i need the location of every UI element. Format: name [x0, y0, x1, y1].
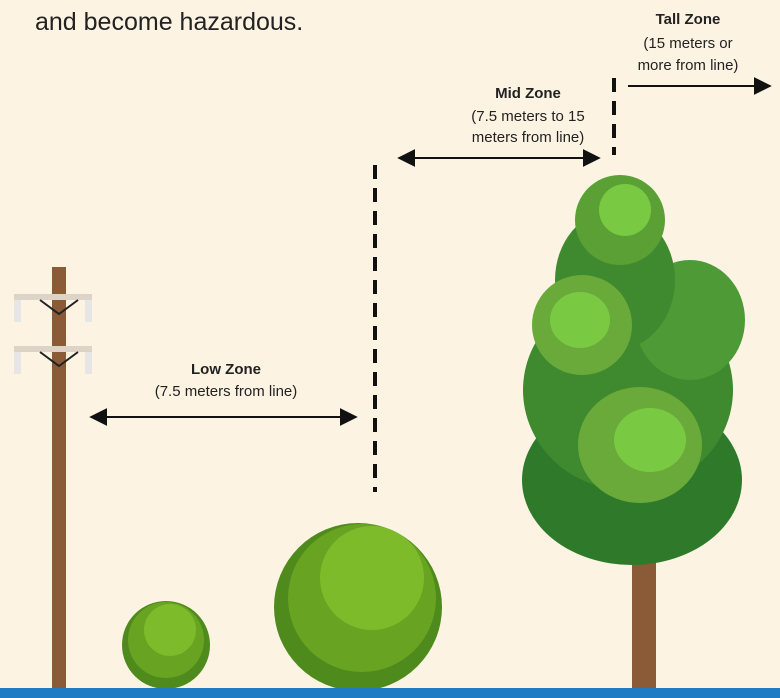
small-bush	[122, 601, 210, 689]
zone-name: Mid Zone	[495, 85, 561, 102]
large-bush	[274, 523, 442, 691]
zone-distance: (7.5 meters from line)	[155, 383, 298, 400]
zone-distance: meters from line)	[472, 129, 585, 146]
diagram: and become hazardous. Low Zone (7.5 mete…	[0, 0, 780, 698]
zone-distance: (7.5 meters to 15	[471, 108, 584, 125]
zone-distance: more from line)	[638, 57, 739, 74]
ground	[0, 688, 780, 698]
zone-name: Low Zone	[191, 361, 261, 378]
zone-name: Tall Zone	[656, 11, 721, 28]
intro-text: and become hazardous.	[35, 8, 303, 36]
zone-distance: (15 meters or	[643, 35, 732, 52]
page: and become hazardous. Low Zone (7.5 mete…	[0, 0, 780, 698]
